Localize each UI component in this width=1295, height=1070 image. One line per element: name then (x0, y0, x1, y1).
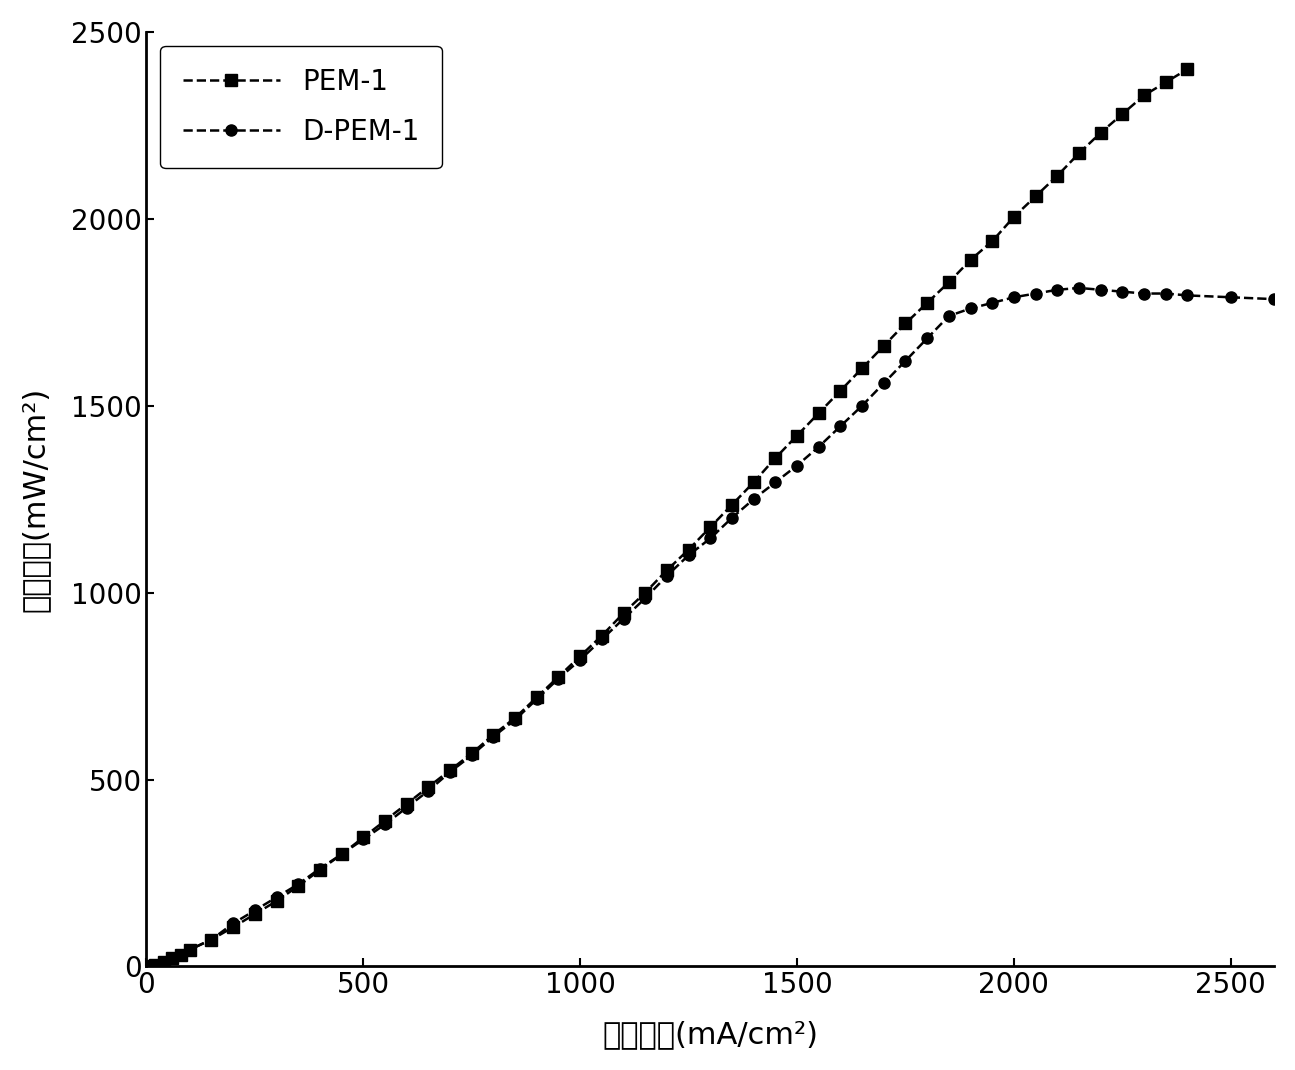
PEM-1 (139, 960, 154, 973)
D-PEM-1 (768, 476, 783, 489)
D-PEM-1 (1267, 293, 1282, 306)
PEM-1 (746, 476, 761, 489)
Line: D-PEM-1: D-PEM-1 (141, 282, 1279, 972)
Line: PEM-1: PEM-1 (141, 63, 1193, 972)
Legend: PEM-1, D-PEM-1: PEM-1, D-PEM-1 (161, 46, 442, 168)
D-PEM-1 (1071, 281, 1087, 294)
D-PEM-1 (139, 960, 154, 973)
PEM-1 (594, 629, 610, 642)
D-PEM-1 (269, 891, 285, 904)
D-PEM-1 (855, 399, 870, 412)
PEM-1 (174, 948, 189, 961)
PEM-1 (464, 747, 479, 760)
D-PEM-1 (702, 532, 717, 545)
D-PEM-1 (746, 492, 761, 505)
Y-axis label: 功率密度(mW/cm²): 功率密度(mW/cm²) (21, 386, 49, 612)
PEM-1 (1093, 126, 1109, 139)
D-PEM-1 (508, 714, 523, 727)
PEM-1 (1180, 63, 1195, 76)
X-axis label: 电流密度(mA/cm²): 电流密度(mA/cm²) (602, 1020, 818, 1050)
PEM-1 (789, 429, 804, 442)
